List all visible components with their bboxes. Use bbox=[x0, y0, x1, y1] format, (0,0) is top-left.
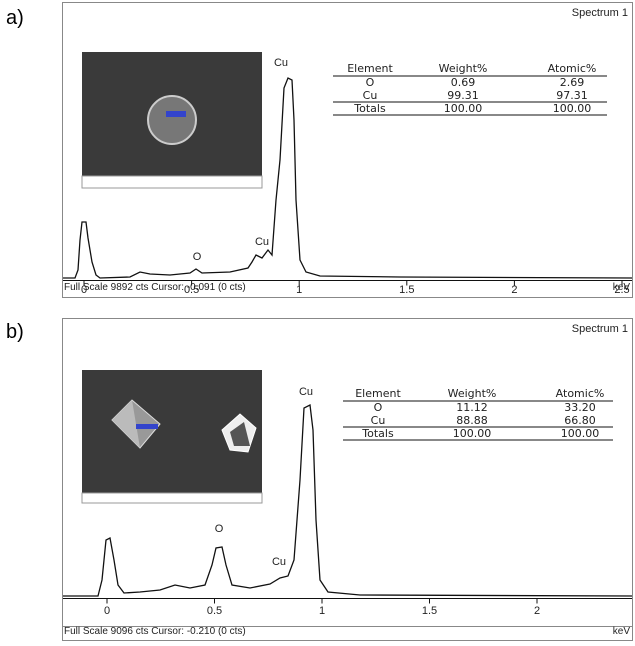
x-tick-label: 1 bbox=[296, 284, 302, 296]
table-cell: 100.00 bbox=[453, 427, 492, 440]
table-header: Element bbox=[355, 387, 401, 400]
unit-label: keV bbox=[613, 282, 631, 293]
table-cell: 99.31 bbox=[447, 89, 479, 102]
panel-label: b) bbox=[6, 321, 24, 343]
peak-label: Cu bbox=[272, 556, 286, 568]
spectrum-title: Spectrum 1 bbox=[572, 7, 628, 19]
table-header: Weight% bbox=[448, 387, 497, 400]
table-cell: 88.88 bbox=[456, 414, 488, 427]
table-cell: 0.69 bbox=[451, 76, 476, 89]
sem-particle bbox=[147, 95, 197, 145]
sem-scale-strip bbox=[81, 492, 263, 504]
spectrum-curve bbox=[63, 77, 633, 279]
x-tick-label: 2.5 bbox=[614, 284, 629, 296]
table-cell: 2.69 bbox=[560, 76, 585, 89]
x-tick-label: 0.5 bbox=[184, 284, 199, 296]
x-tick-label: 0 bbox=[81, 284, 87, 296]
table-cell: O bbox=[374, 401, 383, 414]
x-tick-label: 0 bbox=[104, 605, 110, 617]
spectrum-curve bbox=[63, 404, 633, 597]
table-header: Atomic% bbox=[556, 387, 605, 400]
sem-crystal-face bbox=[112, 400, 140, 448]
table-header: Atomic% bbox=[548, 62, 597, 75]
table-header: Weight% bbox=[439, 62, 488, 75]
table-cell: 100.00 bbox=[553, 102, 592, 115]
x-tick-label: 1 bbox=[319, 605, 325, 617]
table-cell: 66.80 bbox=[564, 414, 596, 427]
table-cell: O bbox=[366, 76, 375, 89]
spectrum-title: Spectrum 1 bbox=[572, 323, 628, 335]
table-cell: 33.20 bbox=[564, 401, 596, 414]
panel-label: a) bbox=[6, 7, 24, 29]
peak-label: O bbox=[215, 523, 224, 535]
footer-text: Full Scale 9892 cts Cursor: -0.091 (0 ct… bbox=[64, 282, 246, 293]
x-tick-label: 1.5 bbox=[422, 605, 437, 617]
table-cell: Cu bbox=[363, 89, 378, 102]
table-cell: Totals bbox=[361, 427, 394, 440]
peak-label: Cu bbox=[299, 386, 313, 398]
sem-marker bbox=[136, 424, 158, 429]
table-cell: Cu bbox=[371, 414, 386, 427]
peak-label: O bbox=[193, 251, 202, 263]
footer-text: Full Scale 9096 cts Cursor: -0.210 (0 ct… bbox=[64, 626, 246, 637]
table-cell: 100.00 bbox=[561, 427, 600, 440]
x-tick-label: 2 bbox=[534, 605, 540, 617]
peak-label: Cu bbox=[255, 236, 269, 248]
x-tick-label: 1.5 bbox=[399, 284, 414, 296]
sem-scale-strip bbox=[81, 175, 263, 189]
sem-crystal-face bbox=[230, 422, 250, 446]
peak-label: Cu bbox=[274, 57, 288, 69]
table-cell: 11.12 bbox=[456, 401, 488, 414]
sem-marker bbox=[166, 111, 186, 117]
unit-label: keV bbox=[613, 626, 631, 637]
table-cell: 100.00 bbox=[444, 102, 483, 115]
table-cell: 97.31 bbox=[556, 89, 588, 102]
table-cell: Totals bbox=[353, 102, 386, 115]
table-header: Element bbox=[347, 62, 393, 75]
x-tick-label: 2 bbox=[511, 284, 517, 296]
x-tick-label: 0.5 bbox=[207, 605, 222, 617]
